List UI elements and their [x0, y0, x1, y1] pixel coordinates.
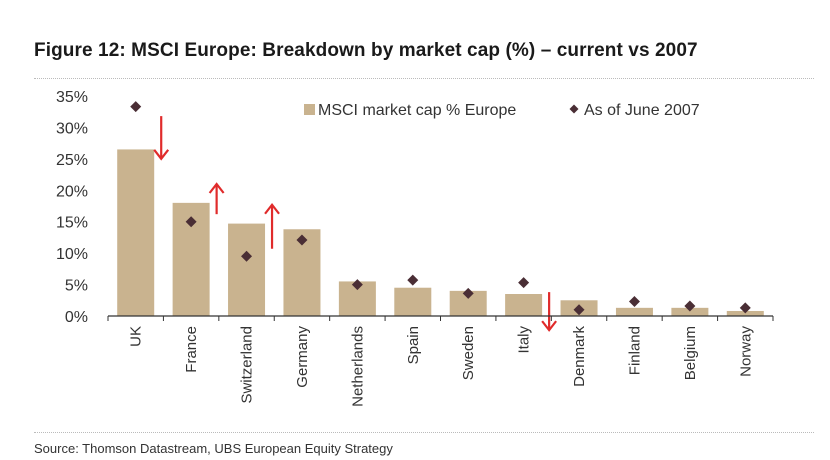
title-divider: [34, 78, 814, 79]
bar-italy: [505, 294, 543, 316]
x-tick-label: Germany: [294, 326, 311, 388]
y-tick-label: 15%: [56, 215, 88, 232]
bar-uk: [117, 149, 155, 316]
x-tick-label: Denmark: [571, 326, 588, 387]
x-tick-label: Italy: [516, 326, 533, 354]
arrow-switzerland: [264, 202, 280, 249]
legend-bar-swatch: [304, 104, 315, 115]
marker-france: [185, 216, 197, 228]
x-tick-label: Norway: [737, 326, 754, 377]
marker-germany: [296, 234, 308, 246]
bar-series: [117, 149, 764, 316]
arrow-france: [208, 182, 225, 215]
x-tick-label: France: [183, 326, 200, 373]
y-tick-label: 30%: [56, 120, 88, 137]
chart-title: Figure 12: MSCI Europe: Breakdown by mar…: [34, 40, 698, 61]
arrow-uk: [153, 116, 170, 161]
marker-netherlands: [351, 279, 363, 291]
legend: MSCI market cap % Europe As of June 2007: [304, 102, 700, 119]
marker-belgium: [684, 300, 696, 312]
legend-marker-swatch: [569, 104, 579, 114]
marker-uk: [130, 101, 142, 113]
bar-chart: 0% 5% 10% 15% 20% 25% 30% 35% UK France Switzerla…: [56, 89, 774, 407]
x-axis-labels: UK France Switzerland Germany Netherlands Spa…: [107, 316, 774, 407]
x-tick-label: Spain: [405, 326, 422, 364]
bar-norway: [726, 310, 764, 316]
marker-spain: [407, 274, 419, 286]
legend-marker-label: As of June 2007: [584, 102, 700, 119]
change-arrows: [153, 116, 557, 332]
bar-finland: [615, 307, 653, 316]
y-tick-label: 10%: [56, 246, 88, 263]
bar-switzerland: [228, 223, 266, 316]
source-note: Source: Thomson Datastream, UBS European…: [34, 441, 393, 456]
y-tick-label: 0%: [65, 309, 88, 326]
x-tick-label: Netherlands: [349, 326, 366, 407]
x-tick-label: Sweden: [460, 326, 477, 380]
marker-switzerland: [241, 250, 253, 262]
x-tick-label: Finland: [626, 326, 643, 375]
marker-denmark: [573, 304, 585, 316]
x-tick-label: Belgium: [682, 326, 699, 380]
y-tick-label: 20%: [56, 183, 88, 200]
marker-italy: [518, 277, 530, 289]
y-tick-label: 35%: [56, 89, 88, 106]
bar-belgium: [671, 307, 709, 316]
y-tick-label: 5%: [65, 278, 88, 295]
marker-finland: [628, 296, 640, 308]
x-tick-label: UK: [128, 326, 145, 347]
x-tick-label: Switzerland: [239, 326, 256, 404]
legend-bar-label: MSCI market cap % Europe: [318, 102, 516, 119]
source-divider: [34, 432, 814, 433]
marker-norway: [739, 302, 751, 314]
arrow-italy: [541, 292, 557, 332]
marker-sweden: [462, 287, 474, 299]
marker-series: [130, 101, 751, 316]
y-axis: 0% 5% 10% 15% 20% 25% 30% 35%: [56, 89, 88, 326]
bar-spain: [394, 287, 432, 316]
y-tick-label: 25%: [56, 152, 88, 169]
